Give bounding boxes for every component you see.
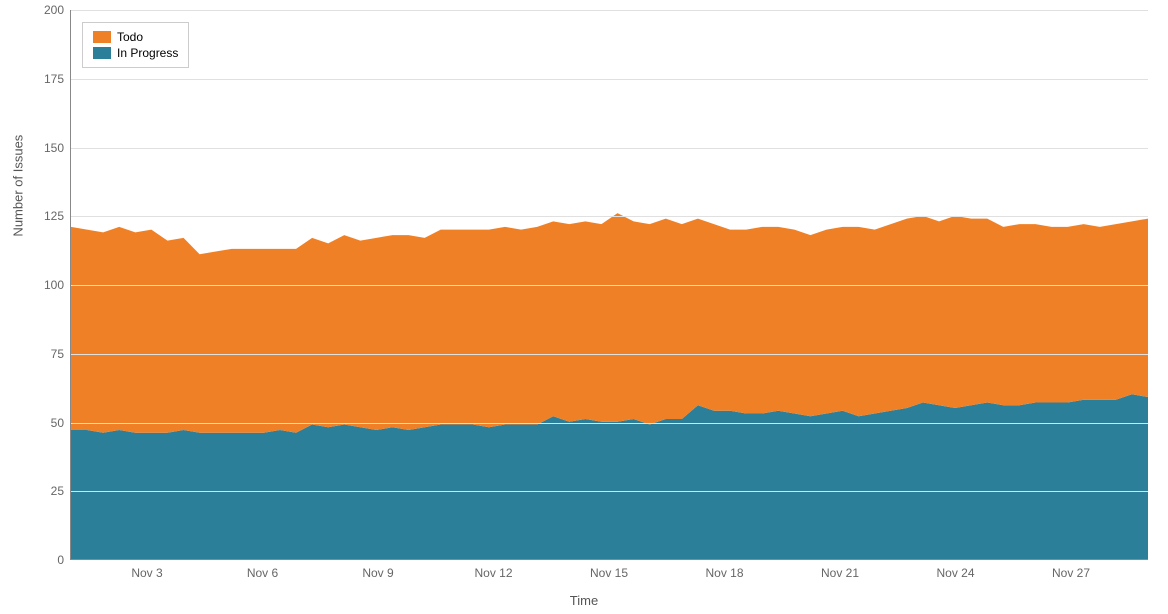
y-tick-label: 0 (57, 553, 64, 567)
y-tick-label: 200 (44, 3, 64, 17)
plot-area (70, 10, 1148, 560)
legend-label: In Progress (117, 46, 178, 60)
y-tick-label: 150 (44, 141, 64, 155)
x-tick-label: Nov 12 (474, 566, 512, 580)
cumulative-flow-chart: Number of Issues Time Todo In Progress 0… (0, 0, 1168, 614)
y-tick-label: 175 (44, 72, 64, 86)
gridline (71, 285, 1148, 286)
legend: Todo In Progress (82, 22, 189, 68)
gridline (71, 79, 1148, 80)
y-axis-label: Number of Issues (11, 135, 26, 237)
gridline (71, 491, 1148, 492)
x-tick-label: Nov 9 (362, 566, 393, 580)
y-tick-label: 75 (51, 347, 64, 361)
area-todo (71, 213, 1148, 433)
legend-swatch-todo (93, 31, 111, 43)
gridline (71, 354, 1148, 355)
legend-label: Todo (117, 30, 143, 44)
y-tick-label: 125 (44, 209, 64, 223)
x-tick-label: Nov 15 (590, 566, 628, 580)
y-tick-label: 100 (44, 278, 64, 292)
x-axis-label: Time (570, 593, 598, 608)
gridline (71, 216, 1148, 217)
gridline (71, 148, 1148, 149)
y-tick-label: 50 (51, 416, 64, 430)
x-tick-label: Nov 27 (1052, 566, 1090, 580)
x-tick-label: Nov 21 (821, 566, 859, 580)
legend-item-todo: Todo (93, 29, 178, 45)
x-tick-label: Nov 6 (247, 566, 278, 580)
legend-swatch-in-progress (93, 47, 111, 59)
gridline (71, 423, 1148, 424)
y-tick-label: 25 (51, 484, 64, 498)
x-tick-label: Nov 18 (705, 566, 743, 580)
x-tick-label: Nov 3 (131, 566, 162, 580)
x-tick-label: Nov 24 (936, 566, 974, 580)
gridline (71, 10, 1148, 11)
legend-item-in-progress: In Progress (93, 45, 178, 61)
